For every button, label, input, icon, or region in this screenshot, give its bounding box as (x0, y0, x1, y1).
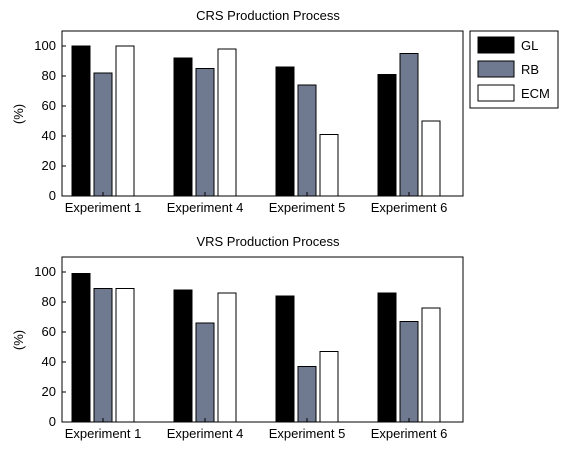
y-tick-label: 0 (49, 188, 56, 203)
bar-ecm-experiment-4 (217, 292, 237, 423)
y-tick-label: 100 (34, 264, 56, 279)
x-tick-label: Experiment 6 (371, 200, 448, 215)
bar-gl-experiment-6 (377, 292, 397, 423)
y-tick-label: 40 (42, 128, 56, 143)
bar-gl-experiment-1 (71, 273, 91, 423)
x-tick-label: Experiment 5 (269, 200, 346, 215)
bar-rb-experiment-6 (399, 321, 419, 423)
y-axis-label: (%) (11, 330, 26, 350)
y-tick-label: 40 (42, 354, 56, 369)
x-tick-label: Experiment 1 (65, 426, 142, 441)
bar-rb-experiment-5 (297, 84, 317, 197)
y-tick-label: 20 (42, 384, 56, 399)
y-tick-label: 100 (34, 38, 56, 53)
bar-ecm-experiment-5 (319, 134, 339, 197)
bar-rb-experiment-6 (399, 53, 419, 197)
bar-gl-experiment-5 (275, 295, 295, 423)
bar-gl-experiment-4 (173, 57, 193, 197)
chart-crs-production: CRS Production Process (%) 0 20 40 60 80 100 E… (11, 8, 464, 215)
bar-gl-experiment-6 (377, 74, 397, 197)
legend-label-ecm: ECM (521, 86, 550, 101)
y-axis-label: (%) (11, 104, 26, 124)
plot-area (61, 30, 464, 197)
x-tick-label: Experiment 1 (65, 200, 142, 215)
x-tick-label: Experiment 4 (167, 200, 244, 215)
bar-rb-experiment-4 (195, 322, 215, 423)
bar-ecm-experiment-5 (319, 351, 339, 423)
plot-area (61, 256, 464, 423)
bar-rb-experiment-1 (93, 288, 113, 423)
legend-swatch-ecm (477, 84, 515, 102)
bar-rb-experiment-4 (195, 68, 215, 197)
x-tick-label: Experiment 6 (371, 426, 448, 441)
bar-ecm-experiment-6 (421, 120, 441, 197)
bar-ecm-experiment-6 (421, 307, 441, 423)
bar-rb-experiment-1 (93, 72, 113, 197)
bar-rb-experiment-5 (297, 366, 317, 423)
legend-swatch-gl (477, 36, 515, 54)
bar-gl-experiment-5 (275, 66, 295, 197)
chart-title: CRS Production Process (196, 8, 340, 23)
y-tick-label: 80 (42, 68, 56, 83)
bar-ecm-experiment-1 (115, 288, 135, 423)
legend-label-gl: GL (521, 38, 538, 53)
chart-title: VRS Production Process (196, 234, 340, 249)
x-tick-label: Experiment 4 (167, 426, 244, 441)
bar-gl-experiment-1 (71, 45, 91, 197)
x-tick-label: Experiment 5 (269, 426, 346, 441)
bar-gl-experiment-4 (173, 289, 193, 423)
bar-ecm-experiment-4 (217, 48, 237, 197)
y-tick-label: 60 (42, 324, 56, 339)
y-tick-label: 60 (42, 98, 56, 113)
y-tick-label: 20 (42, 158, 56, 173)
y-tick-label: 80 (42, 294, 56, 309)
y-tick-label: 0 (49, 414, 56, 429)
legend: GL RB ECM (469, 30, 559, 109)
bar-ecm-experiment-1 (115, 45, 135, 197)
chart-vrs-production: VRS Production Process (%) 0 20 40 60 80 100 E… (11, 234, 464, 441)
legend-swatch-rb (477, 60, 515, 78)
legend-label-rb: RB (521, 62, 539, 77)
